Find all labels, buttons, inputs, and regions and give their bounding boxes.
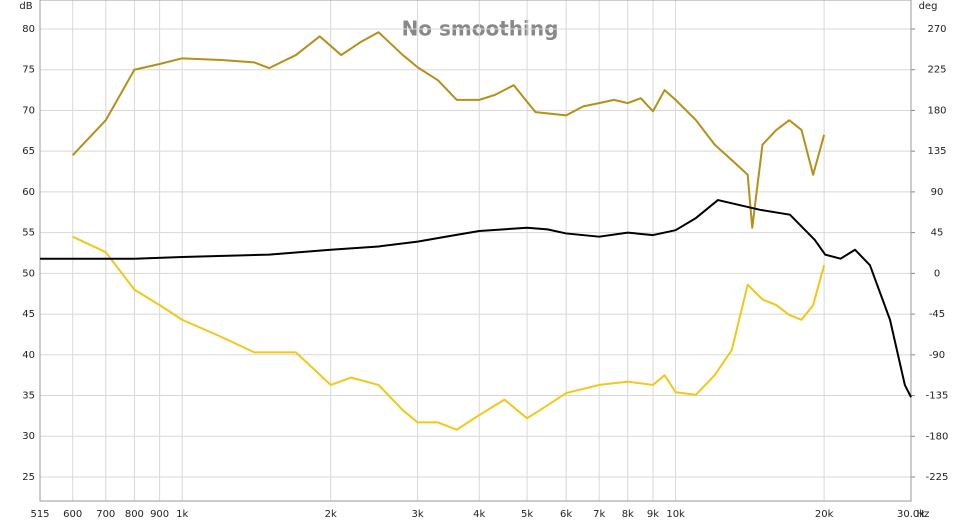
y2-tick-label: -45 bbox=[929, 309, 945, 320]
y-tick-label: 80 bbox=[22, 24, 35, 35]
y-tick-label: 65 bbox=[22, 146, 35, 157]
y-tick-label: 40 bbox=[22, 350, 35, 361]
x-tick-label: 800 bbox=[125, 509, 144, 520]
y2-tick-label: 0 bbox=[934, 268, 940, 279]
x-tick-label: 1k bbox=[176, 509, 188, 520]
y2-tick-label: 45 bbox=[931, 228, 944, 239]
y2-tick-label: 270 bbox=[927, 24, 946, 35]
y2-tick-label: 225 bbox=[927, 65, 946, 76]
y-tick-label: 55 bbox=[22, 228, 35, 239]
y-tick-label: 25 bbox=[22, 472, 35, 483]
y-tick-label: 45 bbox=[22, 309, 35, 320]
y2-tick-label: -180 bbox=[926, 431, 949, 442]
x-axis-unit: Hz bbox=[917, 509, 930, 520]
x-tick-label: 10k bbox=[666, 509, 685, 520]
y2-tick-label: -225 bbox=[926, 472, 949, 483]
x-tick-label: 600 bbox=[63, 509, 82, 520]
x-tick-label: 8k bbox=[622, 509, 634, 520]
y-axis-unit: dB bbox=[19, 1, 32, 12]
y-tick-label: 70 bbox=[22, 105, 35, 116]
x-tick-label: 5k bbox=[521, 509, 533, 520]
x-tick-label: 20k bbox=[815, 509, 834, 520]
y2-tick-label: -135 bbox=[926, 391, 949, 402]
y2-axis-unit: deg bbox=[919, 1, 938, 12]
y-tick-label: 50 bbox=[22, 268, 35, 279]
x-tick-label: 4k bbox=[473, 509, 485, 520]
x-tick-label: 515 bbox=[30, 509, 49, 520]
x-tick-label: 6k bbox=[560, 509, 572, 520]
x-tick-label: 30.0k bbox=[897, 509, 925, 520]
y2-tick-label: 90 bbox=[931, 187, 944, 198]
series-line bbox=[40, 199, 912, 398]
plot-frame bbox=[39, 0, 912, 502]
x-tick-label: 9k bbox=[647, 509, 659, 520]
series-line bbox=[72, 31, 826, 229]
y-tick-label: 35 bbox=[22, 391, 35, 402]
y2-tick-label: 180 bbox=[927, 105, 946, 116]
y-tick-label: 60 bbox=[22, 187, 35, 198]
x-tick-label: 900 bbox=[150, 509, 169, 520]
x-tick-label: 700 bbox=[96, 509, 115, 520]
x-tick-label: 2k bbox=[325, 509, 337, 520]
y-tick-label: 30 bbox=[22, 431, 35, 442]
y-tick-label: 75 bbox=[22, 65, 35, 76]
y2-tick-label: 135 bbox=[927, 146, 946, 157]
x-tick-label: 3k bbox=[412, 509, 424, 520]
y2-tick-label: -90 bbox=[929, 350, 945, 361]
series-line bbox=[72, 235, 826, 431]
x-tick-label: 7k bbox=[593, 509, 605, 520]
